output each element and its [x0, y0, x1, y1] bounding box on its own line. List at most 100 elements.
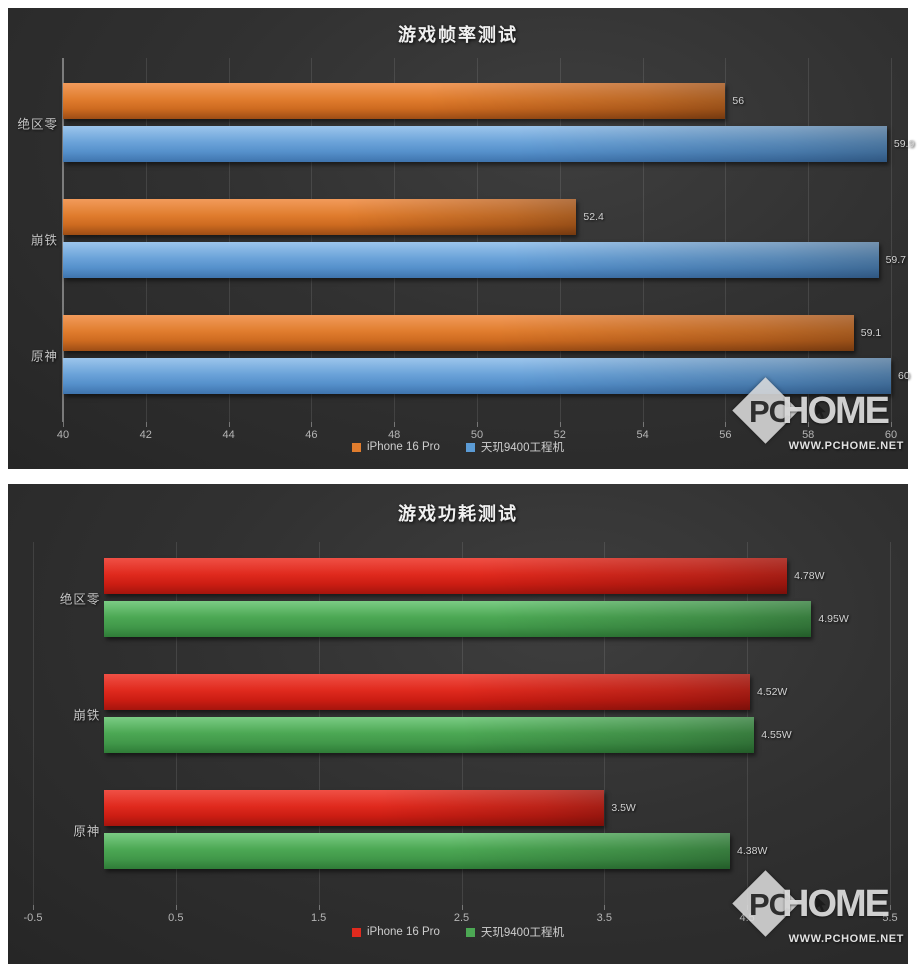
x-tick-label: 2.5 [453, 912, 470, 924]
framerate-chart: 游戏帧率测试 绝区零 56 59.9 崩铁 52.4 59.7 原神 59.1 [8, 8, 914, 469]
gridline [33, 542, 34, 905]
gridline [890, 542, 891, 905]
gridline [311, 58, 313, 422]
bar-iphone16pro: 56 [63, 83, 744, 119]
gridline [559, 58, 561, 422]
bar-dimensity9400: 4.95W [104, 601, 849, 637]
plot-area: 绝区零 4.78W 4.95W 崩铁 4.52W 4.55W 原神 3.5W 4… [33, 542, 891, 905]
gridline [145, 58, 147, 422]
x-tick-label: 3.5 [596, 912, 612, 924]
tick-mark [808, 422, 810, 427]
legend: iPhone 16 Pro 天玑9400工程机 [8, 924, 908, 940]
gridline [228, 58, 230, 422]
category-label: 绝区零 [59, 592, 101, 606]
x-tick-label: 58 [802, 429, 815, 441]
tick-mark [725, 422, 727, 427]
category-group-yuanshen: 原神 59.1 60 [31, 315, 910, 394]
legend-label: iPhone 16 Pro [367, 441, 440, 453]
gridline [808, 58, 810, 422]
legend: iPhone 16 Pro 天玑9400工程机 [8, 439, 908, 455]
bar-iphone16pro: 52.4 [63, 199, 604, 235]
mouse-cursor-icon [816, 896, 827, 912]
plot-area: 绝区零 56 59.9 崩铁 52.4 59.7 原神 59.1 60 [17, 58, 914, 422]
x-tick-label: 52 [553, 429, 566, 441]
bar-value-label: 4.52W [757, 686, 788, 698]
logo-home-text: HOME [782, 390, 890, 432]
tick-mark [891, 422, 892, 427]
category-group-juequling: 绝区零 56 59.9 [17, 83, 914, 162]
bar-iphone16pro: 3.5W [104, 790, 636, 826]
chart-title: 游戏功耗测试 [398, 504, 518, 524]
x-tick-label: 42 [139, 429, 152, 441]
logo-pc-text: PC [749, 394, 791, 429]
legend-item-iphone16pro: iPhone 16 Pro [352, 926, 440, 938]
bar-dimensity9400: 59.7 [63, 242, 906, 278]
tick-mark [63, 422, 64, 427]
bar-dimensity9400: 4.38W [104, 833, 767, 869]
x-tick-label: 50 [470, 429, 484, 441]
x-tick-label: 46 [305, 429, 318, 441]
tick-mark [145, 422, 147, 427]
legend-item-dimensity9400: 天玑9400工程机 [465, 924, 564, 940]
bar-value-label: 59.7 [885, 254, 907, 266]
tick-mark [477, 422, 478, 427]
category-label: 绝区零 [17, 117, 58, 131]
x-tick-label: 54 [636, 429, 649, 441]
x-tick-label: 60 [884, 429, 898, 441]
bar-value-label: 60 [898, 370, 910, 382]
gridline [891, 58, 892, 422]
bar-value-label: 52.4 [583, 211, 604, 223]
chart-title: 游戏帧率测试 [398, 25, 518, 45]
category-label: 崩铁 [30, 233, 58, 247]
tick-mark [604, 905, 606, 910]
pchome-logo: PC HOME [726, 377, 906, 463]
gridline [725, 58, 727, 422]
bar-value-label: 4.55W [761, 729, 792, 741]
legend-item-iphone16pro: iPhone 16 Pro [352, 441, 440, 453]
bar-iphone16pro: 59.1 [63, 315, 881, 351]
legend-swatch-icon [352, 927, 361, 937]
pchome-url: WWW.PCHOME.NET [788, 933, 904, 945]
x-tick-label: 0.5 [168, 912, 184, 924]
tick-mark [311, 422, 313, 427]
tick-mark [228, 422, 230, 427]
power-chart: 游戏功耗测试 绝区零 4.78W 4.95W 崩铁 4.52W 4.55W 原神… [8, 484, 908, 964]
gridlines [62, 58, 892, 422]
legend-item-dimensity9400: 天玑9400工程机 [465, 439, 564, 455]
x-tick-label: 40 [56, 429, 70, 441]
x-tick-label: 1.5 [311, 912, 327, 924]
x-tick-label: 44 [222, 429, 235, 441]
bar-value-label: 4.38W [737, 845, 768, 857]
tick-mark [318, 905, 320, 910]
bar-value-label: 4.78W [794, 570, 825, 582]
gridline [642, 58, 644, 422]
bar-dimensity9400: 4.55W [104, 717, 792, 753]
legend-label: 天玑9400工程机 [480, 927, 564, 939]
pchome-logo: PC HOME [726, 870, 906, 956]
bar-value-label: 59.1 [860, 327, 882, 339]
tick-mark [890, 905, 891, 910]
category-group-yuanshen: 原神 3.5W 4.38W [33, 790, 890, 869]
category-group-bengtie: 崩铁 52.4 59.7 [31, 199, 906, 278]
category-label: 崩铁 [73, 708, 101, 722]
x-axis: 40 42 44 46 48 50 52 54 56 58 60 [57, 422, 897, 448]
bar-value-label: 3.5W [611, 802, 636, 814]
category-group-juequling: 绝区零 4.78W 4.95W [33, 558, 890, 637]
tick-mark [642, 422, 644, 427]
legend-swatch-icon [352, 442, 361, 452]
bar-iphone16pro: 4.52W [104, 674, 787, 710]
x-tick-label: 56 [719, 429, 732, 441]
pchome-watermark: PC HOME WWW.PCHOME.NET [726, 870, 906, 956]
legend-swatch-icon [465, 442, 475, 452]
gridline [394, 58, 396, 422]
logo-home-text: HOME [782, 883, 890, 925]
tick-mark [559, 422, 561, 427]
x-tick-label: 48 [388, 429, 401, 441]
bar-value-label: 59.9 [893, 138, 915, 150]
axis-line [62, 58, 64, 422]
bar-dimensity9400: 59.9 [63, 126, 914, 162]
bar-value-label: 56 [732, 95, 745, 107]
category-group-bengtie: 崩铁 4.52W 4.55W [33, 674, 890, 753]
bar-value-label: 4.95W [818, 613, 849, 625]
legend-label: 天玑9400工程机 [480, 442, 564, 454]
